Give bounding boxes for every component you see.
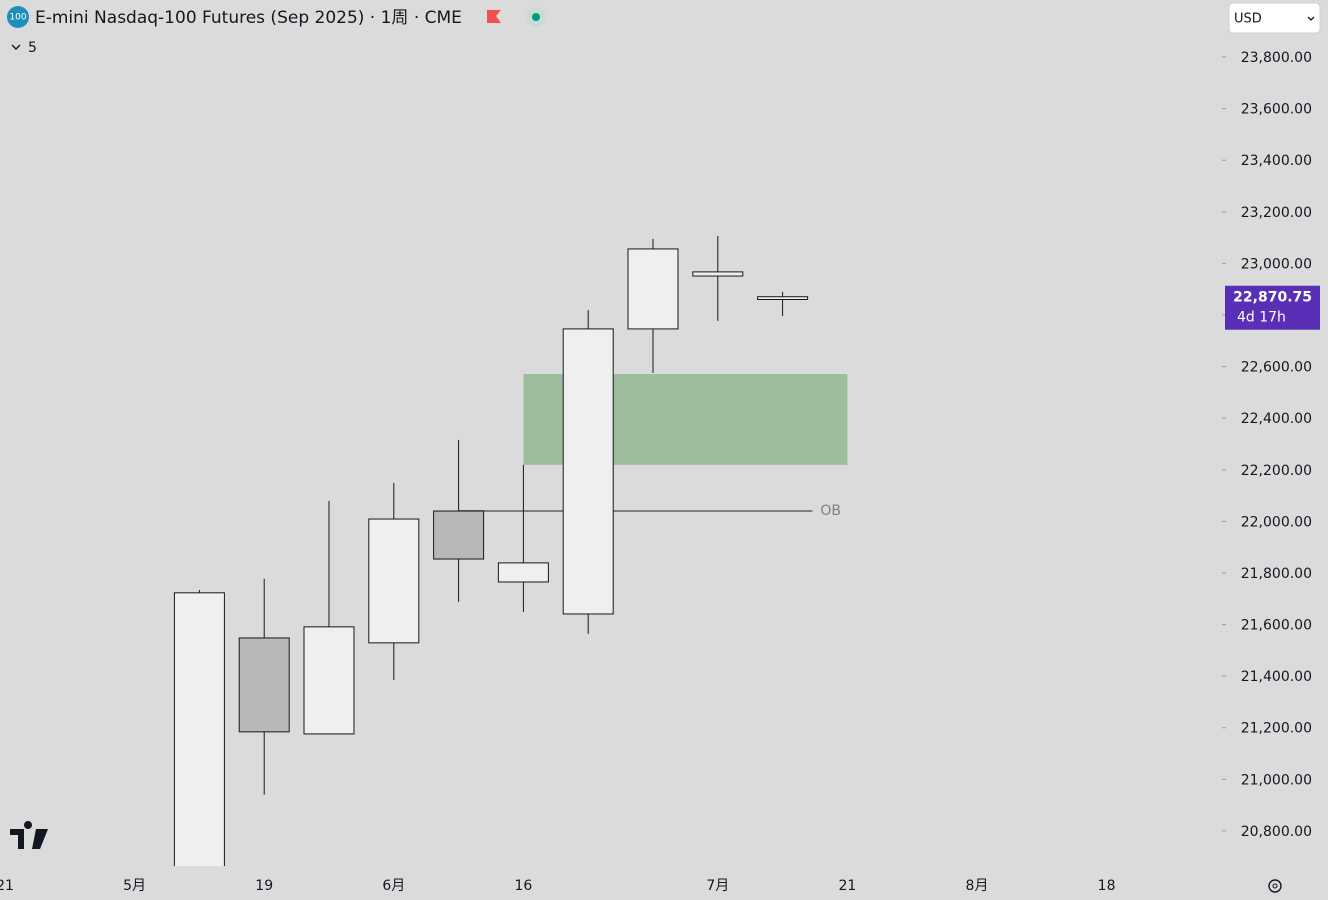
- dropdown-arrow: [1307, 16, 1315, 21]
- logo: [10, 821, 48, 849]
- candle-body: [303, 626, 355, 735]
- symbol-icon: [7, 6, 29, 28]
- y-tick-label: 21,600.00: [1241, 618, 1312, 634]
- candle-body: [173, 592, 225, 866]
- x-tick-label: 18: [1098, 878, 1116, 894]
- x-tick-label: 21: [0, 878, 14, 894]
- y-tick-label: 22,600.00: [1241, 360, 1312, 376]
- y-tick-label: 23,400.00: [1241, 153, 1312, 169]
- chart-title[interactable]: E-mini Nasdaq-100 Futures (Sep 2025) · 1…: [35, 8, 462, 28]
- collapse-icon[interactable]: [11, 44, 21, 50]
- y-tick-label: 23,800.00: [1241, 50, 1312, 66]
- level-label: OB: [820, 503, 841, 519]
- currency-select[interactable]: [1228, 2, 1321, 34]
- x-tick-label: 16: [514, 878, 532, 894]
- y-tick-label: 23,000.00: [1241, 256, 1312, 272]
- y-tick-label: 20,800.00: [1241, 824, 1312, 840]
- flag-icon[interactable]: [487, 10, 501, 23]
- plot-area: OB: [173, 236, 848, 866]
- indicator-count[interactable]: 5: [28, 40, 37, 56]
- settings-icon[interactable]: [1268, 879, 1282, 893]
- candle-body: [627, 248, 679, 330]
- y-tick-label: 21,400.00: [1241, 669, 1312, 685]
- x-tick-label: 5月: [123, 878, 146, 894]
- x-tick-label: 19: [255, 878, 273, 894]
- candle-body: [497, 562, 549, 583]
- candle-body: [562, 328, 614, 615]
- y-tick-label: 23,600.00: [1241, 102, 1312, 118]
- status-dot: [532, 13, 540, 21]
- countdown-label: 4d 17h: [1237, 310, 1286, 326]
- last-price-box: [1225, 285, 1320, 330]
- y-tick-label: 22,000.00: [1241, 514, 1312, 530]
- candle-body: [692, 271, 744, 277]
- candle-body: [757, 296, 809, 301]
- y-tick-label: 22,200.00: [1241, 463, 1312, 479]
- settings-icon-center: [1272, 883, 1278, 889]
- x-tick-label: 21: [838, 878, 856, 894]
- x-tick-label: 7月: [706, 878, 729, 894]
- last-price-label: 22,870.75: [1233, 290, 1312, 306]
- y-tick-label: 21,800.00: [1241, 566, 1312, 582]
- y-tick-label: 21,000.00: [1241, 772, 1312, 788]
- currency-label[interactable]: USD: [1234, 12, 1262, 27]
- y-tick-label: 22,400.00: [1241, 411, 1312, 427]
- x-tick-label: 6月: [382, 878, 405, 894]
- candle-body: [368, 518, 420, 644]
- x-tick-label: 8月: [966, 878, 989, 894]
- y-tick-label: 21,200.00: [1241, 721, 1312, 737]
- candle-body: [238, 637, 290, 733]
- y-tick-label: 23,200.00: [1241, 205, 1312, 221]
- candle-body: [433, 510, 485, 560]
- symbol-badge: 100: [9, 13, 26, 23]
